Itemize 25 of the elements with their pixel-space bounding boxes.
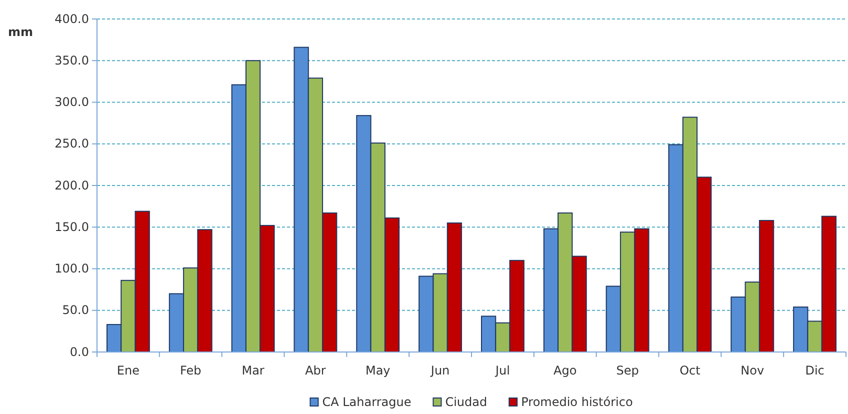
y-tick-label: 0.0 bbox=[70, 344, 89, 359]
x-tick-label: Sep bbox=[616, 364, 639, 378]
x-tick-label: Oct bbox=[680, 364, 701, 378]
y-tick-label: 400.0 bbox=[54, 12, 89, 26]
x-tick-label: May bbox=[365, 364, 390, 378]
x-tick-label: Mar bbox=[242, 364, 264, 378]
legend-label: Promedio histórico bbox=[521, 395, 633, 409]
x-tick-label: Dic bbox=[805, 364, 824, 378]
y-tick-label: 100.0 bbox=[54, 262, 89, 276]
y-tick-label: 350.0 bbox=[54, 53, 89, 68]
x-tick-label: Feb bbox=[180, 364, 202, 378]
y-axis-title: mm bbox=[8, 25, 34, 39]
y-tick-label: 200.0 bbox=[54, 178, 89, 192]
x-tick-label: Jun bbox=[430, 364, 450, 378]
legend-label: CA Laharrague bbox=[322, 395, 412, 409]
y-tick-label: 250.0 bbox=[54, 136, 89, 151]
x-tick-label: Nov bbox=[740, 364, 764, 378]
legend-label: Ciudad bbox=[445, 395, 488, 409]
x-tick-label: Ene bbox=[116, 364, 140, 378]
x-tick-label: Abr bbox=[305, 364, 326, 378]
x-tick-label: Ago bbox=[554, 364, 577, 378]
y-tick-label: 150.0 bbox=[54, 220, 89, 234]
y-tick-label: 300.0 bbox=[54, 95, 89, 110]
x-tick-label: Jul bbox=[494, 364, 510, 378]
y-tick-label: 50.0 bbox=[62, 303, 89, 318]
